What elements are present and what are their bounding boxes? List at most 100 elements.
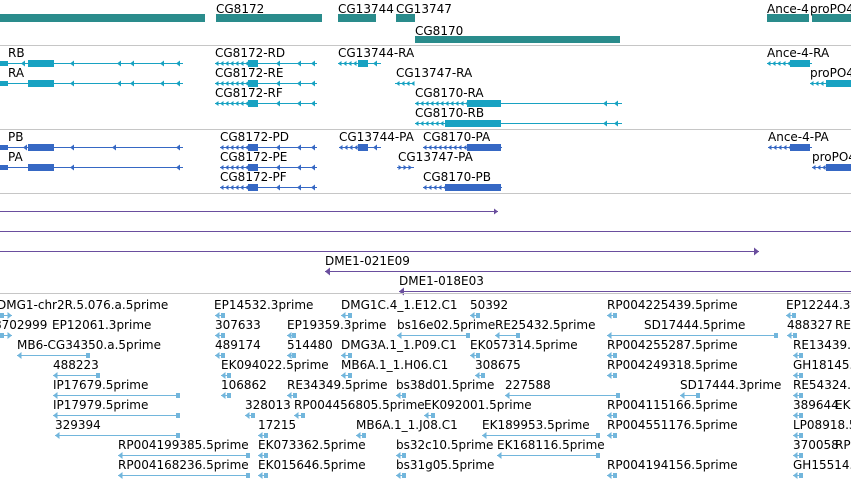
est-label[interactable]: 50392 <box>470 298 509 312</box>
est-label[interactable]: 514480 <box>287 338 333 352</box>
est-end[interactable] <box>348 313 352 318</box>
est-end[interactable] <box>292 353 296 358</box>
feature-block[interactable] <box>248 80 258 87</box>
gene-glyph[interactable] <box>767 14 809 22</box>
est-end[interactable] <box>596 453 600 458</box>
est-label[interactable]: DMG1C.4_1.E12.C1 <box>341 298 458 312</box>
gene-glyph[interactable] <box>216 14 322 22</box>
est-label[interactable]: MB6A.1_1.H06.C1 <box>341 358 449 372</box>
est-label[interactable]: RP004194156.5prime <box>607 458 738 472</box>
est-label[interactable]: EK000001 <box>835 398 851 412</box>
est-end[interactable] <box>613 313 617 318</box>
transcript-label[interactable]: CG8172-RD <box>215 46 286 60</box>
est-end[interactable] <box>613 473 617 478</box>
est-end[interactable] <box>176 413 180 418</box>
est-end[interactable] <box>613 353 617 358</box>
protein-label[interactable]: CG8172-PD <box>220 130 290 144</box>
est-end[interactable] <box>221 313 225 318</box>
est-end[interactable] <box>774 333 778 338</box>
transcript-label[interactable]: CG13744-RA <box>338 46 415 60</box>
est-end[interactable] <box>301 413 305 418</box>
est-label[interactable]: GH15514.5prime <box>793 458 851 472</box>
est-label[interactable]: 17215 <box>258 418 297 432</box>
transcript-label[interactable]: Ance-4-RA <box>767 46 830 60</box>
est-end[interactable] <box>616 393 620 398</box>
est-end[interactable] <box>293 393 297 398</box>
est-label[interactable]: RE54324.5prime <box>793 378 851 392</box>
est-label[interactable]: RP004168236.5prime <box>118 458 249 472</box>
est-end[interactable] <box>362 433 366 438</box>
est-end[interactable] <box>292 333 296 338</box>
protein-label[interactable]: CG13744-PA <box>339 130 414 144</box>
est-label[interactable]: EP19359.3prime <box>287 318 387 332</box>
transcript-label[interactable]: CG8172-RE <box>215 66 284 80</box>
protein-label[interactable]: PB <box>8 130 24 144</box>
est-end[interactable] <box>793 333 797 338</box>
est-label[interactable]: DMG1-chr2R.5.076.a.5prime <box>0 298 169 312</box>
est-label[interactable]: 227588 <box>505 378 551 392</box>
est-label[interactable]: DMG3A.1_1.P09.C1 <box>341 338 457 352</box>
est-end[interactable] <box>0 333 4 338</box>
est-label[interactable]: EP12244.3prime <box>786 298 851 312</box>
est-label[interactable]: EP14532.3prime <box>214 298 314 312</box>
feature-block[interactable] <box>28 60 54 67</box>
feature-block[interactable] <box>445 184 501 191</box>
gene-label[interactable]: CG13747 <box>396 2 452 16</box>
transcript-label[interactable]: RB <box>8 46 25 60</box>
est-end[interactable] <box>613 373 617 378</box>
est-label[interactable]: EP12061.3prime <box>52 318 152 332</box>
est-label[interactable]: 307633 <box>215 318 261 332</box>
est-label[interactable]: IP17979.5prime <box>53 398 149 412</box>
est-label[interactable]: MB6-CG34350.a.5prime <box>17 338 161 352</box>
est-end[interactable] <box>799 433 803 438</box>
feature-block[interactable] <box>0 145 8 150</box>
transcript-label[interactable]: proPO45 <box>810 66 851 80</box>
est-label[interactable]: RE13439.5prime <box>793 338 851 352</box>
gene-glyph[interactable] <box>396 14 415 22</box>
gene-glyph[interactable] <box>0 14 205 22</box>
feature-block[interactable] <box>28 144 54 151</box>
feature-block[interactable] <box>28 164 54 171</box>
protein-label[interactable]: Ance-4-PA <box>768 130 829 144</box>
est-label[interactable]: EK057314.5prime <box>470 338 578 352</box>
est-end[interactable] <box>799 393 803 398</box>
est-end[interactable] <box>86 353 90 358</box>
feature-block[interactable] <box>790 144 810 151</box>
est-label[interactable]: 308675 <box>475 358 521 372</box>
protein-label[interactable]: CG13747-PA <box>398 150 473 164</box>
est-end[interactable] <box>792 313 796 318</box>
protein-label[interactable]: proPO45 <box>812 150 851 164</box>
transcript-label[interactable]: CG8172-RF <box>215 86 283 100</box>
est-label[interactable]: 488223 <box>53 358 99 372</box>
feature-block[interactable] <box>28 80 54 87</box>
est-end[interactable] <box>246 453 250 458</box>
est-label[interactable]: EK015646.5prime <box>258 458 366 472</box>
est-end[interactable] <box>476 313 480 318</box>
feature-block[interactable] <box>248 164 258 171</box>
feature-block[interactable] <box>0 165 8 170</box>
transcript-label[interactable]: CG8170-RB <box>415 106 485 120</box>
est-label[interactable]: MB6A.1_1.J08.C1 <box>356 418 458 432</box>
est-end[interactable] <box>596 433 600 438</box>
est-end[interactable] <box>402 393 406 398</box>
est-label[interactable]: EK073362.5prime <box>258 438 366 452</box>
est-end[interactable] <box>799 413 803 418</box>
feature-block[interactable] <box>826 80 851 87</box>
est-label[interactable]: bs38d01.5prime <box>396 378 495 392</box>
gene-label[interactable]: CG8172 <box>216 2 265 16</box>
est-label[interactable]: 370058 <box>793 438 839 452</box>
est-end[interactable] <box>799 353 803 358</box>
est-label[interactable]: bs16e02.5prime <box>397 318 496 332</box>
est-end[interactable] <box>264 473 268 478</box>
gene-glyph[interactable] <box>415 36 620 43</box>
protein-label[interactable]: CG8170-PB <box>423 170 492 184</box>
est-end[interactable] <box>176 393 180 398</box>
gene-label[interactable]: Ance-4 <box>767 2 809 16</box>
est-end[interactable] <box>221 333 225 338</box>
est-end[interactable] <box>227 373 231 378</box>
clone-label[interactable]: DME1-018E03 <box>399 274 484 288</box>
est-label[interactable]: RP004225439.5prime <box>607 298 738 312</box>
est-label[interactable]: 328013 <box>245 398 291 412</box>
feature-block[interactable] <box>358 144 368 151</box>
est-end[interactable] <box>264 453 268 458</box>
